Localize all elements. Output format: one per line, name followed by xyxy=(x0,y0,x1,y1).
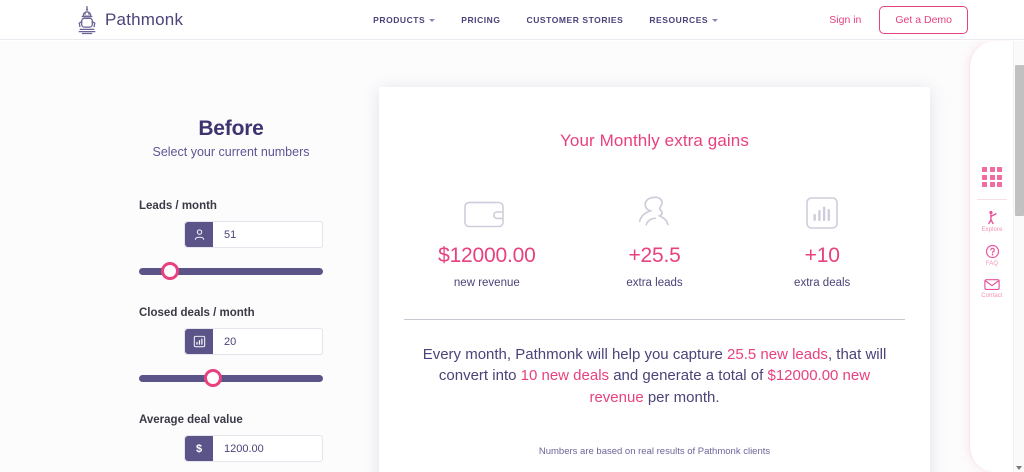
page-content: Before Select your current numbers Leads… xyxy=(0,41,1013,472)
scroll-down-arrow-icon[interactable] xyxy=(1016,466,1022,470)
question-circle-icon xyxy=(985,244,1000,259)
rail-item-contact-label: Contact xyxy=(981,293,1003,299)
closed-deals-input-row[interactable]: 20 xyxy=(184,328,323,355)
summary-part-1: Every month, Pathmonk will help you capt… xyxy=(422,346,728,363)
apps-grid-icon[interactable] xyxy=(982,167,1002,187)
leads-slider[interactable] xyxy=(139,262,323,280)
field-closed-deals-label: Closed deals / month xyxy=(139,307,255,319)
metric-extra-deals-label: extra deals xyxy=(794,277,851,289)
explore-person-icon xyxy=(984,210,999,225)
summary-text: Every month, Pathmonk will help you capt… xyxy=(379,344,930,408)
panel-title: Before xyxy=(198,117,264,140)
metric-extra-deals: +10 extra deals xyxy=(738,191,906,289)
closed-deals-input-value[interactable]: 20 xyxy=(213,329,322,354)
metric-extra-leads-label: extra leads xyxy=(626,277,683,289)
results-card: Your Monthly extra gains $12000.00 new r… xyxy=(379,87,930,472)
summary-highlight-leads: 25.5 new leads xyxy=(727,346,828,363)
brand-logo[interactable]: Pathmonk xyxy=(76,5,183,35)
brand-name: Pathmonk xyxy=(105,9,184,29)
metric-extra-deals-value: +10 xyxy=(804,244,840,267)
person-outline-icon xyxy=(571,191,739,235)
field-closed-deals-per-month: Closed deals / month 20 xyxy=(139,307,323,387)
nav-item-customer-stories[interactable]: CUSTOMER STORIES xyxy=(527,15,624,25)
chevron-down-icon xyxy=(712,18,719,22)
closed-deals-slider-track[interactable] xyxy=(139,375,323,382)
metrics-row: $12000.00 new revenue +25.5 extra leads xyxy=(379,191,930,289)
nav-item-resources[interactable]: RESOURCES xyxy=(649,14,719,25)
field-average-deal-value-label: Average deal value xyxy=(139,414,243,426)
rail-item-contact[interactable]: Contact xyxy=(981,278,1003,299)
monk-logo-icon xyxy=(76,5,98,35)
card-divider xyxy=(404,319,905,320)
nav-item-pricing[interactable]: PRICING xyxy=(461,15,500,25)
side-widget-rail: Explore FAQ Contact xyxy=(969,41,1013,472)
field-average-deal-value: Average deal value $ 1200.00 xyxy=(139,414,323,462)
summary-highlight-revenue: $12000.00 new revenue xyxy=(589,367,871,406)
leads-slider-thumb[interactable] xyxy=(161,262,180,280)
envelope-icon xyxy=(984,278,1000,291)
rail-item-faq-label: FAQ xyxy=(985,261,999,267)
closed-deals-slider[interactable] xyxy=(139,369,323,387)
metric-extra-leads: +25.5 extra leads xyxy=(571,191,739,289)
rail-item-explore-label: Explore xyxy=(981,227,1003,233)
bar-chart-icon xyxy=(185,329,213,354)
nav-item-products-label: PRODUCTS xyxy=(373,14,426,25)
results-card-title: Your Monthly extra gains xyxy=(560,131,749,150)
dollar-icon: $ xyxy=(185,436,213,461)
leads-input-row[interactable]: 51 xyxy=(184,221,323,248)
average-deal-value-input-row[interactable]: $ 1200.00 xyxy=(184,435,323,462)
calculator-inputs-panel: Before Select your current numbers Leads… xyxy=(139,117,323,462)
closed-deals-slider-thumb[interactable] xyxy=(203,369,222,387)
nav-item-customer-stories-label: CUSTOMER STORIES xyxy=(526,14,624,25)
summary-part-3: and generate a total of xyxy=(609,367,768,385)
nav-item-resources-label: RESOURCES xyxy=(649,14,709,25)
rail-item-faq[interactable]: FAQ xyxy=(985,244,1000,267)
chevron-down-icon xyxy=(429,18,436,22)
nav-actions: Sign in Get a Demo xyxy=(829,5,968,34)
metric-extra-leads-value: +25.5 xyxy=(628,244,681,267)
dollar-glyph: $ xyxy=(195,442,203,455)
metric-new-revenue-value: $12000.00 xyxy=(438,244,536,267)
field-leads-label: Leads / month xyxy=(139,200,217,212)
metric-new-revenue: $12000.00 new revenue xyxy=(403,191,571,289)
nav-item-pricing-label: PRICING xyxy=(461,14,501,25)
metric-new-revenue-label: new revenue xyxy=(453,277,520,289)
summary-highlight-deals: 10 new deals xyxy=(520,367,610,385)
primary-nav: PRODUCTS PRICING CUSTOMER STORIES RESOUR… xyxy=(373,14,719,25)
summary-part-2: , that will convert into xyxy=(438,346,887,385)
page-scrollbar[interactable] xyxy=(1013,41,1024,472)
card-footnote: Numbers are based on real results of Pat… xyxy=(538,445,771,457)
panel-subtitle: Select your current numbers xyxy=(152,145,310,159)
wallet-icon xyxy=(403,191,571,235)
bar-chart-box-icon xyxy=(738,191,906,235)
field-leads-per-month: Leads / month 51 xyxy=(139,200,323,280)
nav-item-products[interactable]: PRODUCTS xyxy=(373,14,436,25)
sign-in-link[interactable]: Sign in xyxy=(829,13,862,26)
leads-input-value[interactable]: 51 xyxy=(213,222,322,247)
top-navigation-bar: Pathmonk PRODUCTS PRICING CUSTOMER STORI… xyxy=(0,0,1024,40)
rail-item-explore[interactable]: Explore xyxy=(981,210,1002,233)
rail-divider xyxy=(977,199,1007,200)
leads-slider-track[interactable] xyxy=(139,268,323,275)
summary-part-4: per month. xyxy=(643,388,720,406)
get-a-demo-button[interactable]: Get a Demo xyxy=(879,5,968,34)
person-icon xyxy=(185,222,213,247)
scrollbar-thumb[interactable] xyxy=(1015,65,1024,216)
average-deal-value-input-value[interactable]: 1200.00 xyxy=(213,436,322,461)
